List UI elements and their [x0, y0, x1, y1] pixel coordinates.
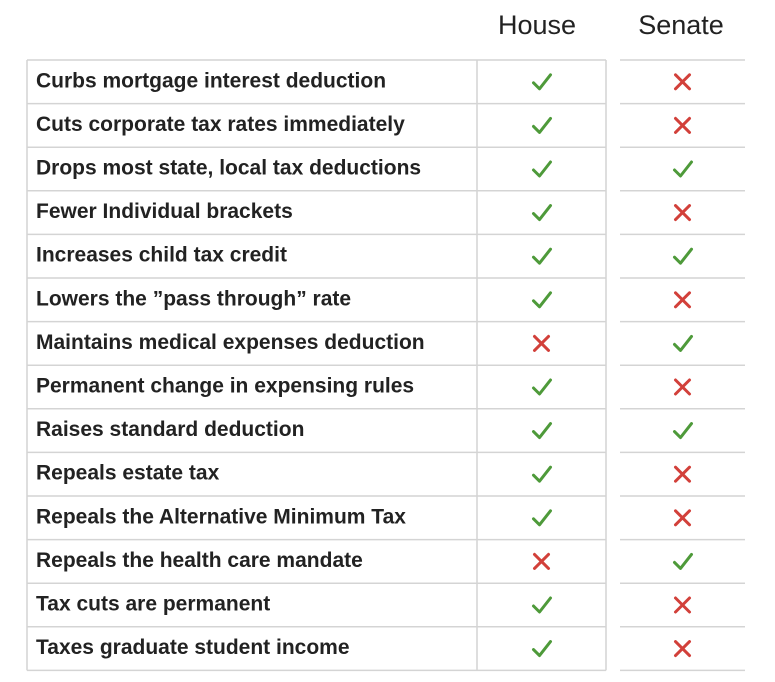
check-mark [532, 160, 552, 178]
row-label: Increases child tax credit [36, 244, 287, 267]
row-label: Raises standard deduction [36, 418, 304, 441]
cross-mark [533, 334, 550, 352]
row-label: Permanent change in expensing rules [36, 375, 414, 398]
row-label: Repeals the health care mandate [36, 549, 363, 572]
row-label: Cuts corporate tax rates immediately [36, 113, 405, 136]
row-label: Repeals the Alternative Minimum Tax [36, 505, 406, 528]
cross-mark [674, 116, 691, 134]
check-mark [532, 73, 552, 91]
check-mark [673, 334, 693, 352]
check-mark [532, 422, 552, 440]
check-mark [532, 465, 552, 483]
row-label: Tax cuts are permanent [36, 593, 270, 616]
check-mark [532, 378, 552, 396]
check-mark [532, 116, 552, 134]
cross-mark [674, 204, 691, 222]
check-mark [673, 247, 693, 265]
cross-mark [674, 465, 691, 483]
check-mark [532, 204, 552, 222]
cross-mark [533, 552, 550, 570]
cross-mark [674, 291, 691, 309]
row-label: Maintains medical expenses deduction [36, 331, 425, 354]
check-mark [532, 596, 552, 614]
row-label: Drops most state, local tax deductions [36, 157, 421, 180]
check-mark [532, 509, 552, 527]
column-header: House [498, 10, 576, 40]
row-label: Taxes graduate student income [36, 636, 350, 659]
check-mark [673, 160, 693, 178]
row-label: Curbs mortgage interest deduction [36, 69, 386, 92]
cross-mark [674, 596, 691, 614]
check-mark [673, 552, 693, 570]
check-mark [673, 422, 693, 440]
cross-mark [674, 73, 691, 91]
column-header: Senate [638, 10, 724, 40]
row-label: Fewer Individual brackets [36, 200, 293, 223]
check-mark [532, 247, 552, 265]
check-mark [532, 640, 552, 658]
row-label: Lowers the ”pass through” rate [36, 287, 351, 310]
check-mark [532, 291, 552, 309]
row-label: Repeals estate tax [36, 462, 220, 485]
cross-mark [674, 509, 691, 527]
cross-mark [674, 640, 691, 658]
cross-mark [674, 378, 691, 396]
